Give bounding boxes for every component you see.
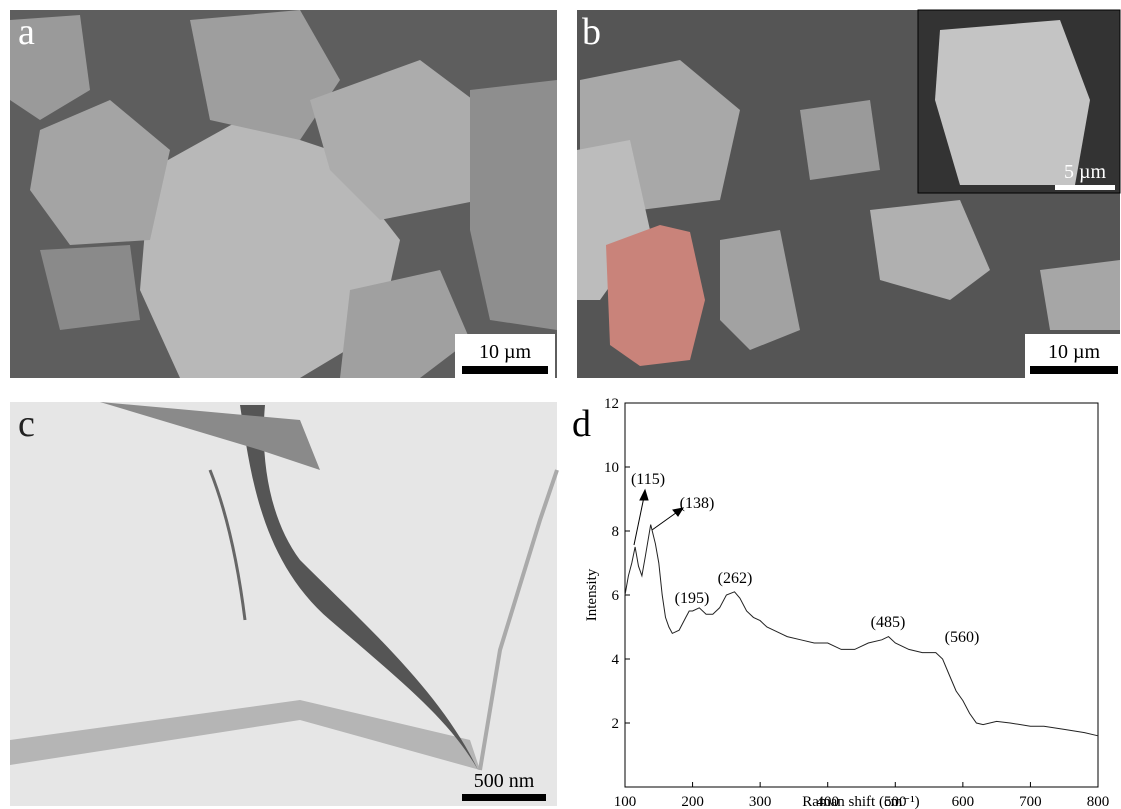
scale-bar-label: 10 µm [479, 341, 532, 363]
x-tick-label: 300 [749, 794, 772, 809]
scale-bar [462, 794, 546, 801]
x-tick-label: 500 [884, 794, 907, 809]
annotation-arrows [634, 490, 683, 545]
y-tick-label: 8 [612, 524, 620, 540]
x-tick-label: 800 [1087, 794, 1110, 809]
x-tick-label: 700 [1019, 794, 1042, 809]
y-tick-label: 6 [612, 588, 620, 604]
particle [800, 100, 880, 180]
x-tick-label: 400 [816, 794, 839, 809]
panel-label: b [582, 11, 601, 53]
y-tick-label: 2 [612, 716, 620, 732]
scale-bar [462, 366, 548, 374]
x-tick-label: 600 [952, 794, 975, 809]
panel-label: d [572, 403, 591, 445]
y-tick-label: 10 [604, 460, 619, 476]
peak-annotation: (115) [631, 471, 665, 488]
x-tick-label: 200 [681, 794, 704, 809]
y-tick-label: 4 [612, 652, 620, 668]
inset-scale-label: 5 µm [1064, 161, 1107, 183]
y-axis-label: Intensity [584, 568, 600, 621]
highlighted-particle [606, 225, 705, 366]
x-tick-label: 100 [614, 794, 637, 809]
panel-label: a [18, 11, 35, 53]
peak-annotation: (485) [871, 614, 906, 631]
panel-c: 500 nm c [10, 402, 557, 806]
peak-annotation: (138) [680, 495, 715, 512]
y-tick-label: 12 [604, 396, 619, 412]
figure: 10 µm a 5 µm 10 µm b 500 nm c d Rama [0, 0, 1121, 809]
panel-b: 5 µm 10 µm b [577, 10, 1120, 378]
inset-scale-bar [1055, 185, 1115, 190]
panel-label: c [18, 403, 35, 445]
peak-annotation: (560) [945, 629, 980, 646]
peak-annotation: (262) [718, 570, 753, 587]
scale-bar-label: 10 µm [1048, 341, 1101, 363]
spectrum-line [625, 525, 1098, 736]
peak-annotation: (195) [675, 590, 710, 607]
scale-bar [1030, 366, 1118, 374]
panel-a: 10 µm a [10, 10, 557, 378]
scale-bar-label: 500 nm [474, 770, 535, 792]
particle [1040, 260, 1120, 330]
